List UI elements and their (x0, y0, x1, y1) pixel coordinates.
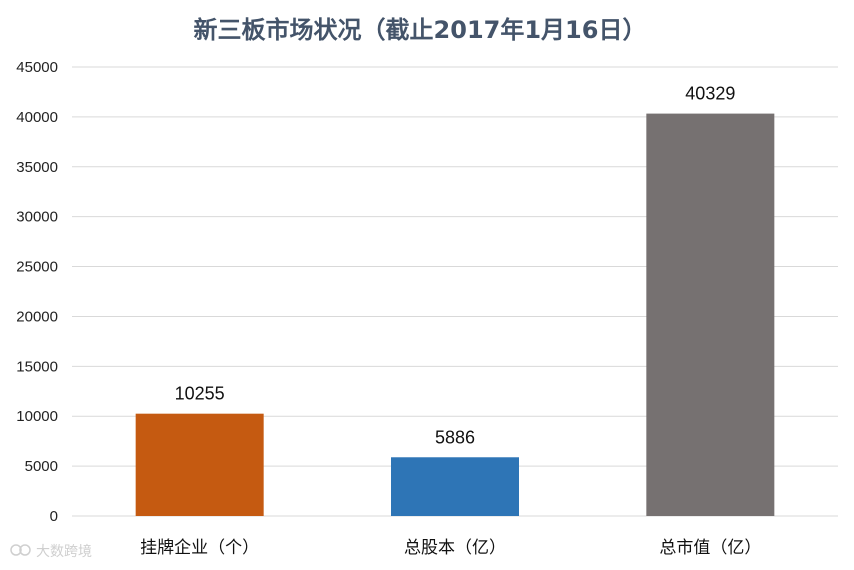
y-tick-label: 40000 (16, 109, 58, 126)
watermark: 大数跨境 (10, 544, 92, 560)
y-tick-label: 25000 (16, 259, 58, 276)
y-tick-label: 30000 (16, 209, 58, 226)
bar (646, 113, 775, 516)
y-tick-label: 45000 (16, 59, 58, 76)
y-tick-label: 35000 (16, 159, 58, 176)
y-tick-label: 10000 (16, 408, 58, 425)
data-labels: 10255 5886 40329 (175, 84, 736, 448)
category-label: 总股本（亿） (404, 538, 506, 558)
link-logo-icon (10, 544, 31, 556)
data-label: 5886 (435, 427, 475, 447)
bar (135, 413, 264, 516)
chart-title: 新三板市场状况（截止2017年1月16日） (194, 16, 647, 44)
watermark-text: 大数跨境 (36, 544, 92, 560)
x-axis-category-labels: 挂牌企业（个） 总股本（亿） 总市值（亿） (140, 538, 761, 558)
y-tick-label: 20000 (16, 308, 58, 325)
data-label: 10255 (175, 384, 225, 404)
y-axis-tick-labels: 0 5000 10000 15000 20000 25000 30000 35000 40000… (16, 59, 58, 525)
category-label: 挂牌企业（个） (140, 538, 259, 558)
y-tick-label: 0 (50, 508, 58, 525)
y-tick-label: 15000 (16, 358, 58, 375)
bar (391, 457, 519, 516)
bars (135, 113, 775, 516)
category-label: 总市值（亿） (659, 538, 761, 558)
y-tick-label: 5000 (25, 458, 58, 475)
data-label: 40329 (685, 84, 735, 104)
